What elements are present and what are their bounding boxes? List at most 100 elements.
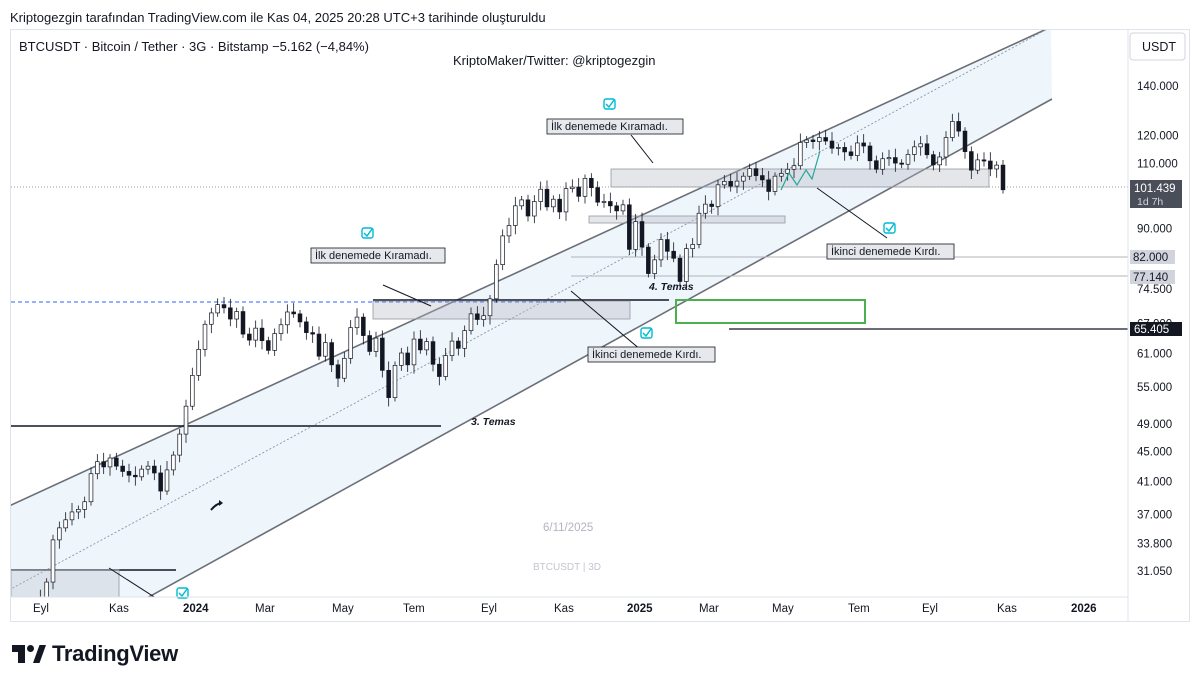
candle — [950, 113, 955, 142]
time-tick-label: Kas — [997, 603, 1017, 615]
candle — [253, 320, 258, 348]
candle — [481, 306, 486, 327]
price-tick-label: 90.000 — [1137, 223, 1172, 235]
annotation-3[interactable]: İlk denemede Kıramadı. — [546, 118, 684, 135]
brand-footer[interactable]: TradingView — [12, 641, 178, 667]
candle — [95, 454, 100, 480]
resistance-zone-2[interactable] — [610, 168, 990, 188]
candle — [76, 505, 81, 520]
price-tag-82000[interactable]: 82.000 — [1130, 250, 1175, 264]
candle — [114, 452, 119, 471]
candle — [633, 213, 638, 257]
annotation-1[interactable]: İlk denemede Kıramadı. — [310, 247, 446, 264]
chart-panel[interactable]: BTCUSDT · Bitcoin / Tether · 3G · Bitsta… — [10, 29, 1190, 622]
price-tag-65405-text: 65.405 — [1134, 324, 1169, 336]
candle — [177, 428, 182, 463]
candle — [424, 337, 429, 356]
candle — [342, 351, 347, 383]
channel-fill — [11, 30, 1052, 597]
time-tick-label: Eyl — [33, 603, 49, 615]
time-tick-label: Kas — [109, 603, 129, 615]
price-tag-77140[interactable]: 77.140 — [1130, 270, 1175, 284]
candle — [19, 617, 23, 621]
candle — [101, 452, 106, 475]
annotation-1-text: İlk denemede Kıramadı. — [315, 249, 432, 262]
candle — [975, 153, 980, 175]
last-price-value: 101.439 — [1134, 183, 1176, 195]
green-target-box[interactable] — [675, 299, 866, 324]
price-tick-label: 140.000 — [1137, 81, 1179, 93]
candle — [190, 367, 195, 411]
last-price-tag[interactable]: 101.439 1d 7h — [1130, 180, 1182, 208]
candle — [690, 238, 695, 258]
candle — [525, 194, 531, 222]
candle — [728, 173, 733, 192]
candle — [772, 172, 778, 196]
annotation-arrows — [108, 134, 888, 597]
candle — [171, 451, 176, 476]
candle — [646, 243, 651, 278]
candle — [133, 466, 138, 486]
currency-button[interactable]: USDT — [1129, 32, 1186, 61]
time-tick-label: May — [772, 603, 794, 615]
candle — [924, 134, 930, 159]
candle — [696, 205, 702, 249]
annotation-2-text: İkinci denemede Kırdı. — [592, 348, 701, 361]
candle — [956, 112, 961, 137]
candle — [158, 465, 163, 500]
candle — [614, 201, 619, 220]
symbol-legend[interactable]: BTCUSDT · Bitcoin / Tether · 3G · Bitsta… — [19, 39, 369, 54]
resistance-zone-1[interactable] — [372, 300, 631, 320]
candle — [582, 174, 588, 204]
price-tick-label: 55.000 — [1137, 382, 1172, 394]
candle — [304, 316, 309, 340]
candle — [354, 308, 360, 335]
time-axis[interactable]: Eyl Kas 2024 Mar May Tem Eyl Kas 2025 Mar May Tem Ey… — [33, 603, 1097, 615]
price-chart[interactable]: BTCUSDT · Bitcoin / Tether · 3G · Bitsta… — [11, 30, 1189, 621]
price-tick-label: 45.000 — [1137, 447, 1172, 459]
channel-mid-line[interactable] — [11, 30, 1051, 590]
candle — [905, 149, 911, 170]
candle — [164, 461, 170, 495]
check-icon — [640, 327, 653, 339]
candle — [456, 337, 461, 356]
price-tag-65405[interactable]: 65.405 — [1130, 322, 1182, 336]
candle — [82, 496, 87, 519]
candle — [120, 459, 125, 477]
candle — [145, 461, 151, 475]
candle — [532, 195, 537, 224]
annotation-4[interactable]: İkinci denemede Kırdı. — [826, 243, 955, 260]
candle — [316, 326, 322, 361]
candle — [880, 152, 885, 175]
check-icon — [176, 587, 189, 599]
candle — [405, 346, 410, 372]
time-tick-label: Mar — [699, 603, 719, 615]
time-tick-label: Eyl — [481, 603, 497, 615]
curved-arrow-icon — [210, 500, 223, 511]
price-tick-label: 120.000 — [1137, 131, 1179, 143]
candle — [196, 340, 201, 381]
candle — [829, 132, 835, 154]
candle — [380, 330, 385, 378]
candle — [969, 146, 974, 179]
candle — [519, 196, 524, 210]
candle — [449, 332, 455, 362]
price-tag-82000-text: 82.000 — [1133, 252, 1168, 264]
candle — [874, 155, 879, 174]
candle — [677, 254, 683, 287]
candle — [26, 606, 30, 621]
support-zone-small[interactable] — [588, 215, 786, 224]
annotation-2[interactable]: İkinci denemede Kırdı. — [587, 346, 716, 363]
candle — [576, 178, 581, 202]
candles-group[interactable] — [13, 112, 1006, 621]
candle — [139, 465, 144, 481]
candle — [652, 254, 657, 280]
candle — [589, 173, 594, 197]
channel-lower-line[interactable] — [11, 98, 1053, 621]
candle — [810, 134, 816, 149]
bottom-left-zone[interactable] — [11, 569, 120, 600]
candle — [259, 319, 265, 350]
candle — [848, 145, 854, 160]
candle — [665, 231, 670, 261]
candle — [443, 348, 448, 381]
